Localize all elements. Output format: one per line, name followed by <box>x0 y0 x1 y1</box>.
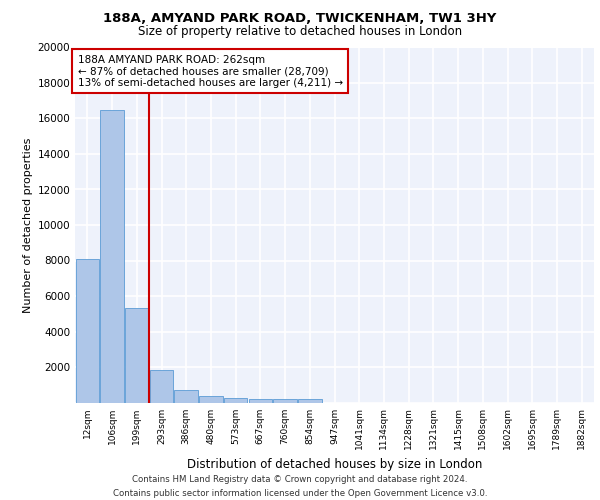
Text: 188A, AMYAND PARK ROAD, TWICKENHAM, TW1 3HY: 188A, AMYAND PARK ROAD, TWICKENHAM, TW1 … <box>103 12 497 26</box>
Bar <box>224 398 247 402</box>
Bar <box>100 110 124 403</box>
Text: Size of property relative to detached houses in London: Size of property relative to detached ho… <box>138 25 462 38</box>
Bar <box>274 399 297 402</box>
Bar <box>175 390 198 402</box>
Bar <box>199 396 223 402</box>
Bar <box>150 370 173 402</box>
X-axis label: Distribution of detached houses by size in London: Distribution of detached houses by size … <box>187 458 482 471</box>
Bar <box>125 308 149 402</box>
Text: Contains HM Land Registry data © Crown copyright and database right 2024.
Contai: Contains HM Land Registry data © Crown c… <box>113 476 487 498</box>
Y-axis label: Number of detached properties: Number of detached properties <box>23 138 33 312</box>
Bar <box>248 398 272 402</box>
Text: 188A AMYAND PARK ROAD: 262sqm
← 87% of detached houses are smaller (28,709)
13% : 188A AMYAND PARK ROAD: 262sqm ← 87% of d… <box>77 54 343 88</box>
Bar <box>298 400 322 402</box>
Bar <box>76 258 99 402</box>
